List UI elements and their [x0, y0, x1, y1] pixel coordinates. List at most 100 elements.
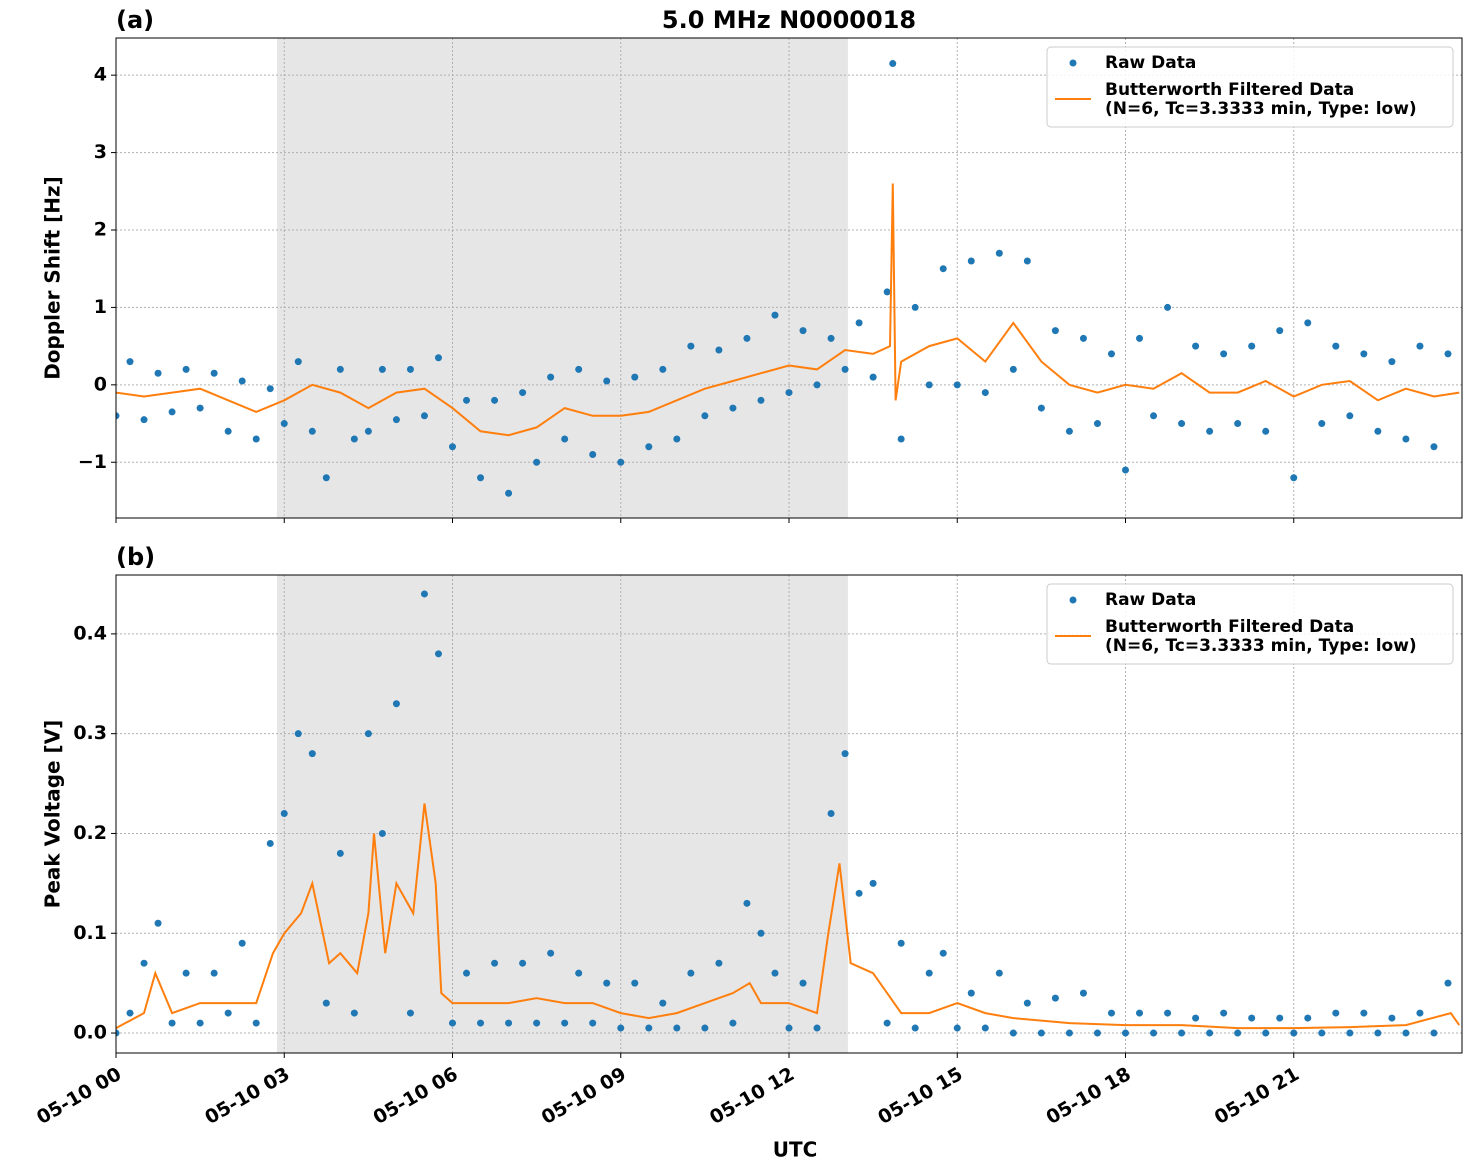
raw-point [1122, 1029, 1129, 1037]
y-tick-label: 1 [94, 296, 107, 318]
raw-point [855, 319, 863, 327]
raw-point [168, 408, 176, 416]
plot-area [116, 590, 1461, 1037]
x-tick-label: 05-10 03 [201, 1063, 293, 1129]
raw-point [701, 1024, 709, 1032]
x-axis-label: UTC [773, 1138, 818, 1162]
raw-point [995, 249, 1003, 257]
y-tick-label: −1 [78, 451, 107, 473]
y-tick-label: 0.1 [73, 922, 107, 944]
raw-point [1262, 427, 1270, 435]
shaded-span [276, 38, 848, 518]
raw-point [1430, 1029, 1438, 1037]
raw-point [294, 358, 302, 366]
raw-point [925, 381, 933, 389]
raw-point [827, 334, 835, 342]
raw-point [1164, 1009, 1172, 1017]
raw-point [617, 1024, 625, 1032]
raw-point [889, 60, 897, 68]
raw-point [1009, 365, 1017, 373]
axes-frame [115, 574, 1463, 1054]
axes-frame [115, 37, 1463, 519]
raw-point [1388, 1014, 1396, 1022]
raw-point [1136, 334, 1144, 342]
raw-point [547, 949, 555, 957]
y-tick-label: 2 [94, 219, 107, 241]
raw-point [1037, 1029, 1045, 1037]
raw-point [1051, 327, 1059, 335]
raw-point [238, 377, 246, 385]
raw-point [673, 1024, 681, 1032]
raw-point [855, 889, 863, 897]
raw-point [1388, 358, 1396, 366]
raw-point [154, 919, 162, 927]
raw-point [1318, 1029, 1326, 1037]
plot-area [116, 60, 1460, 497]
raw-point [449, 1019, 456, 1027]
raw-point [1444, 350, 1452, 358]
raw-point [1065, 427, 1073, 435]
raw-point [1402, 1029, 1410, 1037]
raw-point [869, 373, 877, 381]
raw-point [1079, 989, 1087, 997]
raw-point [799, 979, 807, 987]
raw-point [1374, 1029, 1382, 1037]
raw-point [140, 416, 148, 424]
raw-point [116, 412, 120, 420]
raw-point [1192, 342, 1200, 350]
panel-label: (b) [116, 543, 155, 571]
raw-point [645, 1024, 653, 1032]
raw-point [252, 1019, 260, 1027]
raw-point [617, 458, 625, 466]
raw-point [659, 999, 667, 1007]
raw-point [911, 1024, 919, 1032]
filtered-line [116, 183, 1460, 437]
raw-point [715, 346, 723, 354]
raw-point [785, 389, 793, 397]
raw-point [561, 1019, 569, 1027]
raw-point [1374, 427, 1382, 435]
x-tick-label: 05-10 00 [33, 1063, 125, 1129]
raw-point [224, 427, 232, 435]
legend-label: Butterworth Filtered Data (N=6, Tc=3.3333… [1105, 80, 1417, 119]
raw-point [280, 810, 288, 818]
raw-point [1234, 1029, 1242, 1037]
raw-point [687, 969, 695, 977]
raw-point [1093, 420, 1101, 428]
raw-point [154, 369, 162, 377]
raw-point [196, 404, 204, 412]
raw-point [392, 416, 400, 424]
raw-point [827, 810, 835, 818]
raw-point [1290, 1029, 1298, 1037]
raw-point [771, 311, 779, 319]
raw-point [420, 412, 428, 420]
raw-point [266, 839, 274, 847]
y-axis-label: Peak Voltage [V] [41, 720, 65, 909]
raw-point [757, 396, 765, 404]
raw-point [589, 1019, 597, 1027]
raw-point [322, 999, 330, 1007]
raw-point [659, 365, 667, 373]
raw-point [1037, 404, 1045, 412]
raw-point [1248, 342, 1256, 350]
raw-point [1009, 1029, 1017, 1037]
raw-point [1150, 1029, 1158, 1037]
raw-point [364, 730, 372, 738]
raw-point [1051, 994, 1059, 1002]
raw-point [392, 700, 400, 708]
y-axis-label: Doppler Shift [Hz] [41, 176, 65, 380]
raw-point [1107, 1009, 1115, 1017]
filtered-line [116, 803, 1461, 1030]
raw-point [1402, 435, 1410, 443]
raw-point [1332, 1009, 1340, 1017]
raw-point [883, 1019, 891, 1027]
raw-point [1234, 420, 1242, 428]
y-tick-label: 0.3 [73, 722, 107, 744]
raw-point [1318, 420, 1326, 428]
raw-point [981, 389, 989, 397]
raw-point [477, 1019, 485, 1027]
x-tick-label: 05-10 15 [874, 1063, 966, 1129]
raw-point [1164, 303, 1172, 311]
raw-point [603, 979, 611, 987]
raw-point [1360, 350, 1368, 358]
